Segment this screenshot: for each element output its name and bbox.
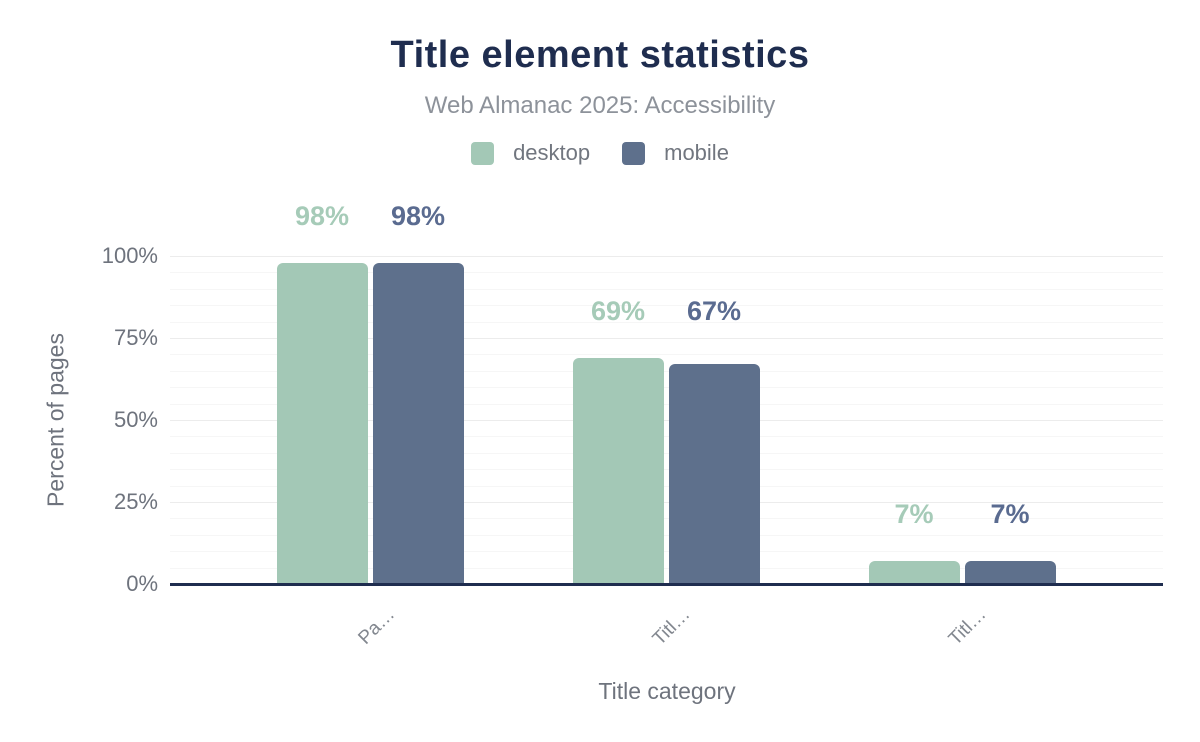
y-tick-label: 100% <box>101 243 158 268</box>
y-axis-title: Percent of pages <box>42 333 69 507</box>
y-tick-label: 50% <box>113 407 158 432</box>
minor-gridline <box>170 452 1163 454</box>
legend-item-mobile[interactable]: mobile <box>622 140 729 166</box>
bar-value-label-mobile-3: 7% <box>990 499 1030 530</box>
legend-label-mobile: mobile <box>664 140 729 165</box>
bar-desktop-2[interactable] <box>572 357 664 584</box>
major-gridline <box>170 338 1163 339</box>
minor-gridline <box>170 567 1163 569</box>
legend-label-desktop: desktop <box>513 140 591 165</box>
minor-gridline <box>170 370 1163 372</box>
minor-gridline <box>170 534 1163 536</box>
minor-gridline <box>170 403 1163 405</box>
chart-title: Title element statistics <box>390 34 810 76</box>
minor-gridline <box>170 272 1163 274</box>
bar-desktop-3[interactable] <box>868 561 960 584</box>
bar-mobile-2[interactable] <box>668 364 760 584</box>
mobile-swatch-icon <box>622 141 646 165</box>
bar-value-label-mobile-2: 67% <box>686 295 742 326</box>
major-gridline <box>170 420 1163 421</box>
minor-gridline <box>170 321 1163 323</box>
minor-gridline <box>170 305 1163 307</box>
legend: desktop mobile <box>0 140 1200 166</box>
bar-desktop-1[interactable] <box>276 262 368 584</box>
y-tick-label: 75% <box>113 325 158 350</box>
major-gridline <box>170 502 1163 503</box>
x-tick-label-2: Titl… <box>649 604 695 650</box>
minor-gridline <box>170 288 1163 290</box>
bar-value-label-desktop-3: 7% <box>894 499 934 530</box>
minor-gridline <box>170 551 1163 553</box>
major-gridline <box>170 256 1163 257</box>
minor-gridline <box>170 387 1163 389</box>
bar-value-label-desktop-1: 98% <box>294 200 350 231</box>
x-axis-line <box>170 583 1163 586</box>
chart-subtitle: Web Almanac 2025: Accessibility <box>424 92 776 119</box>
desktop-swatch-icon <box>471 141 495 165</box>
minor-gridline <box>170 354 1163 356</box>
bar-value-label-desktop-2: 69% <box>590 295 646 326</box>
y-tick-label: 25% <box>113 489 158 514</box>
minor-gridline <box>170 436 1163 438</box>
x-axis-title: Title category <box>598 678 736 704</box>
x-tick-label-3: Titl… <box>945 604 991 650</box>
bar-value-label-mobile-1: 98% <box>390 200 446 231</box>
minor-gridline <box>170 485 1163 487</box>
bar-mobile-3[interactable] <box>964 561 1056 584</box>
legend-item-desktop[interactable]: desktop <box>471 140 590 166</box>
y-tick-label: 0% <box>126 571 158 596</box>
x-tick-label-1: Pa… <box>354 604 399 649</box>
minor-gridline <box>170 469 1163 471</box>
bar-mobile-1[interactable] <box>372 262 464 584</box>
minor-gridline <box>170 518 1163 520</box>
